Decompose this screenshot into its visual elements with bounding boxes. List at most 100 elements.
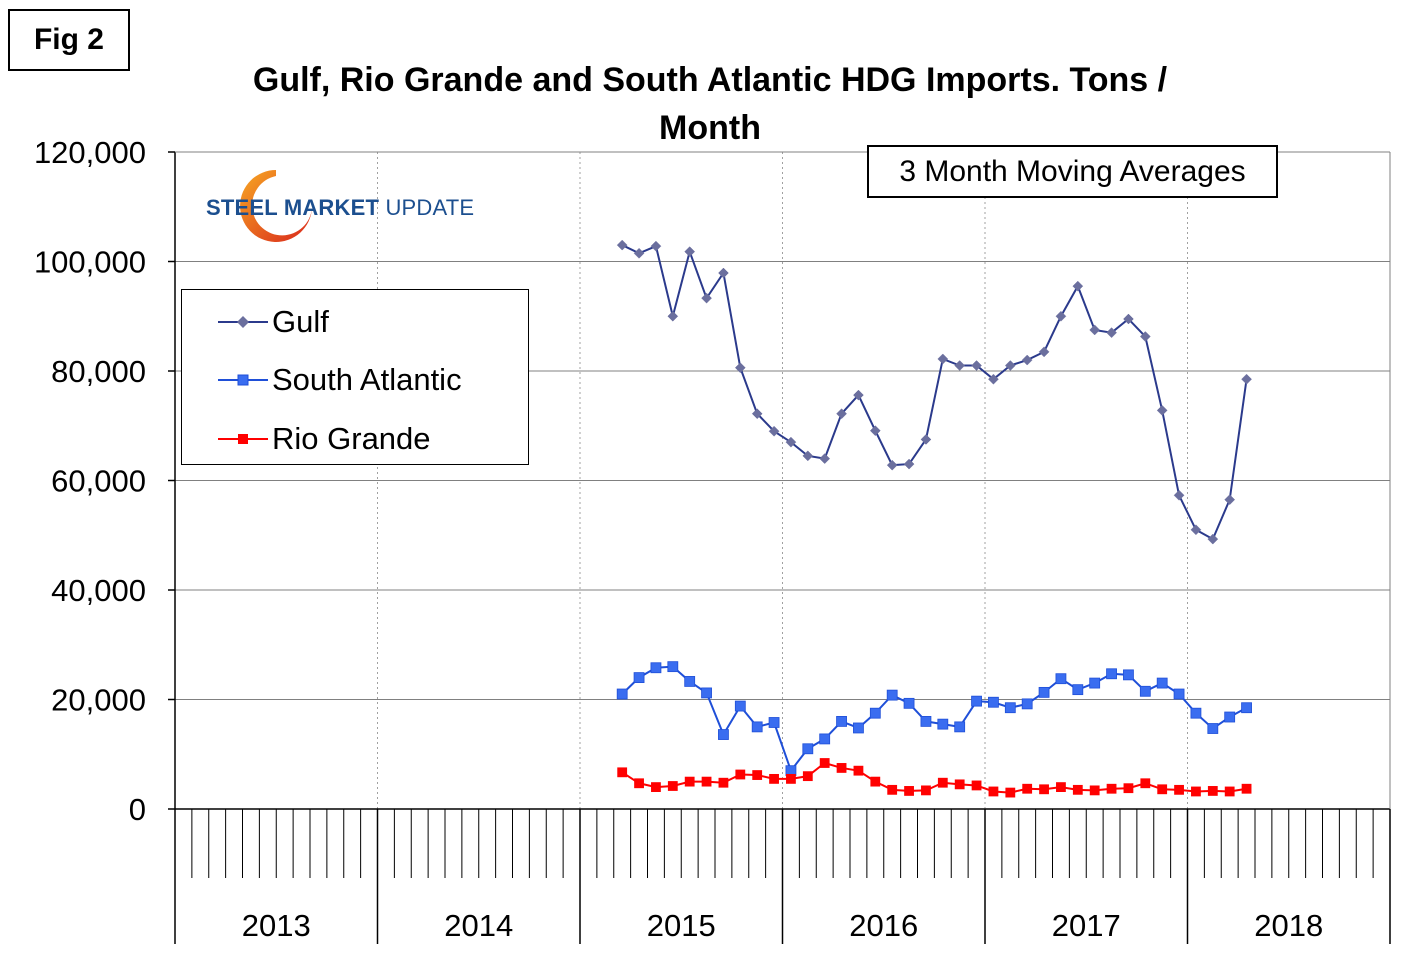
data-point-gulf [785, 436, 797, 448]
data-point-south-atlantic [1089, 677, 1101, 689]
data-point-rio-grande [752, 770, 763, 780]
data-point-south-atlantic [1038, 686, 1050, 698]
data-point-south-atlantic [718, 729, 729, 740]
data-point-gulf [1156, 405, 1168, 416]
data-point-rio-grande [718, 777, 729, 788]
data-point-gulf [718, 267, 729, 279]
steel-market-update-logo: STEEL MARKET UPDATE [204, 168, 494, 248]
data-point-gulf [701, 292, 712, 304]
data-point-south-atlantic [1072, 684, 1084, 696]
series-line-gulf [621, 244, 1248, 541]
data-point-gulf [1241, 373, 1252, 385]
x-year-label: 2015 [647, 908, 716, 943]
chart-title: Gulf, Rio Grande and South Atlantic HDG … [170, 56, 1250, 152]
data-point-rio-grande [954, 779, 965, 790]
data-point-gulf [836, 408, 847, 420]
data-point-gulf [1207, 533, 1219, 545]
data-point-gulf [1173, 489, 1185, 501]
legend-rio-grande-label: Rio Grande [272, 421, 431, 456]
data-point-gulf [903, 458, 915, 470]
data-point-rio-grande [634, 778, 644, 789]
data-point-rio-grande [769, 773, 779, 784]
grid-lines [175, 151, 1391, 809]
data-point-rio-grande [1174, 784, 1184, 795]
data-point-south-atlantic [684, 676, 696, 687]
legend-item-rio-grande: Rio Grande [182, 419, 528, 459]
data-point-south-atlantic [734, 700, 746, 712]
data-point-gulf [802, 450, 814, 462]
data-point-south-atlantic [1241, 702, 1252, 714]
data-point-gulf [1021, 354, 1033, 366]
x-year-label: 2014 [444, 908, 513, 943]
data-point-gulf [954, 360, 966, 371]
data-point-gulf [886, 459, 898, 471]
data-point-south-atlantic [802, 743, 814, 755]
chart-title-line-1: Gulf, Rio Grande and South Atlantic HDG … [252, 61, 1168, 99]
data-point-south-atlantic [667, 661, 679, 673]
data-point-south-atlantic [1156, 677, 1168, 689]
data-point-gulf [650, 240, 662, 252]
data-point-gulf [1139, 331, 1151, 342]
data-point-gulf [1106, 327, 1117, 339]
data-point-south-atlantic [751, 721, 763, 733]
data-point-gulf [971, 360, 982, 371]
data-point-rio-grande [1056, 782, 1066, 792]
data-point-gulf [768, 425, 780, 437]
data-point-south-atlantic [768, 717, 780, 728]
data-point-rio-grande [1207, 786, 1218, 796]
logo-swoosh-icon [240, 170, 312, 242]
data-point-south-atlantic [1055, 673, 1067, 685]
data-point-south-atlantic [819, 733, 831, 745]
data-point-south-atlantic [1123, 669, 1134, 681]
y-axis-tick-labels: 0 20,000 40,000 60,000 80,000 100,000 120,000 [34, 135, 146, 827]
data-point-south-atlantic [1224, 711, 1236, 723]
logo-text: STEEL MARKET UPDATE [206, 195, 474, 221]
data-point-south-atlantic [853, 722, 864, 734]
legend-rio-grande-swatch [218, 434, 268, 444]
y-tick-label: 20,000 [51, 683, 146, 718]
data-point-rio-grande [836, 763, 847, 773]
data-point-south-atlantic [701, 687, 712, 699]
series-layer [616, 239, 1252, 798]
y-tick-label: 0 [129, 792, 146, 827]
data-point-south-atlantic [920, 716, 932, 727]
series-rio-grande [617, 758, 1252, 798]
data-point-gulf [1038, 346, 1050, 358]
data-point-south-atlantic [886, 689, 898, 701]
data-point-south-atlantic [650, 662, 662, 674]
data-point-rio-grande [651, 782, 661, 792]
data-point-rio-grande [904, 786, 914, 796]
data-point-rio-grande [617, 767, 628, 778]
data-point-rio-grande [1241, 783, 1252, 794]
legend-item-gulf: Gulf [182, 302, 528, 342]
figure-label: Fig 2 [8, 9, 130, 71]
legend-south-atlantic-swatch [218, 374, 268, 386]
data-point-south-atlantic [937, 718, 949, 730]
moving-average-note: 3 Month Moving Averages [867, 145, 1278, 198]
data-point-gulf [853, 389, 864, 401]
data-point-rio-grande [971, 780, 982, 791]
data-point-south-atlantic [616, 688, 628, 700]
data-point-rio-grande [853, 765, 864, 776]
data-point-rio-grande [1224, 786, 1235, 797]
y-tick-label: 120,000 [34, 135, 146, 170]
series-line-south-atlantic [621, 665, 1248, 773]
data-point-rio-grande [921, 785, 931, 796]
data-point-south-atlantic [988, 696, 999, 708]
data-point-gulf [1224, 494, 1236, 506]
data-point-south-atlantic [971, 695, 982, 707]
x-year-label: 2018 [1254, 908, 1323, 943]
data-point-rio-grande [870, 776, 881, 787]
y-tick-label: 60,000 [51, 464, 146, 499]
y-tick-label: 100,000 [34, 245, 146, 280]
legend-gulf-swatch [218, 316, 268, 328]
data-point-rio-grande [1089, 785, 1100, 796]
data-point-rio-grande [1123, 783, 1134, 794]
x-axis-year-labels: 2013 2014 2015 2016 2017 2018 [242, 908, 1323, 943]
data-point-rio-grande [887, 784, 898, 795]
data-point-rio-grande [1191, 786, 1201, 797]
data-point-south-atlantic [869, 707, 881, 719]
data-point-rio-grande [1005, 787, 1016, 798]
series-south-atlantic [616, 661, 1252, 777]
data-point-gulf [869, 425, 881, 437]
